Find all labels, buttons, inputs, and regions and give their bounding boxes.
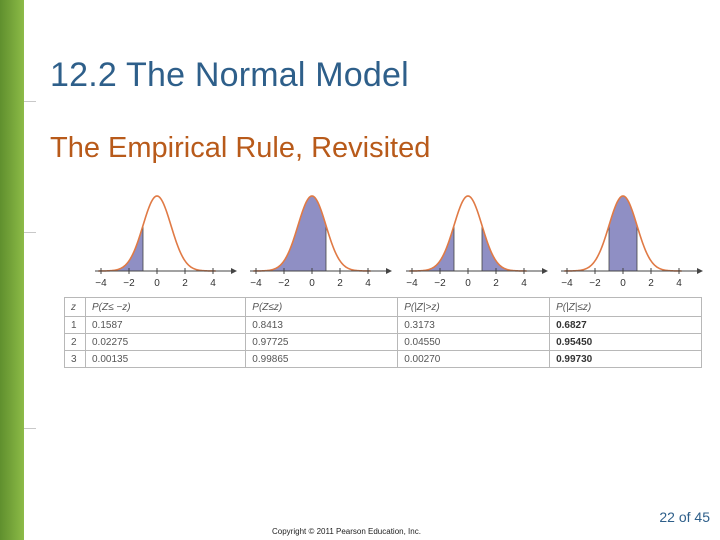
tick-label: 0 — [620, 278, 626, 289]
tick-label: −4 — [406, 278, 418, 289]
normal-curve — [409, 195, 527, 272]
tick-label: 2 — [493, 278, 499, 289]
shaded-area — [481, 225, 528, 272]
table-header-cell: P(|Z|≤z) — [549, 297, 702, 317]
normal-curves-figure: −4 −2 0 2 4 −4 −2 0 2 4 −4 −2 0 2 4 −4 −2 0 2 4 — [95, 195, 703, 289]
tick-label: −4 — [561, 278, 573, 289]
table-cell: 0.8413 — [245, 316, 399, 334]
table-cell: 0.95450 — [549, 333, 702, 351]
shaded-area — [408, 225, 455, 272]
table-cell: 0.00135 — [84, 350, 247, 368]
sidebar-tick — [24, 428, 36, 429]
table-cell: 1 — [64, 316, 86, 334]
tick-label: −4 — [250, 278, 262, 289]
sidebar-tick — [24, 101, 36, 102]
table-row: 3 0.00135 0.99865 0.00270 0.99730 — [64, 350, 702, 368]
normal-curve — [98, 195, 216, 272]
table-cell: 0.1587 — [84, 316, 247, 334]
table-cell: 0.6827 — [549, 316, 702, 334]
table-cell: 0.02275 — [84, 333, 247, 351]
tick-label: −4 — [95, 278, 107, 289]
tick-label: 2 — [337, 278, 343, 289]
table-cell: 0.04550 — [397, 333, 551, 351]
probability-table: z P(Z≤ −z) P(Z≤z) P(|Z|>z) P(|Z|≤z) 1 0.… — [64, 297, 702, 368]
tick-label: −2 — [278, 278, 290, 289]
table-cell: 0.99730 — [549, 350, 702, 368]
table-header-cell: P(|Z|>z) — [397, 297, 551, 317]
page-number: 22 of 45 — [659, 509, 710, 525]
table-row: 1 0.1587 0.8413 0.3173 0.6827 — [64, 316, 702, 334]
copyright-notice: Copyright © 2011 Pearson Education, Inc. — [272, 527, 421, 536]
table-cell: 0.99865 — [245, 350, 399, 368]
slide-title: 12.2 The Normal Model — [50, 56, 409, 94]
tick-label: 2 — [648, 278, 654, 289]
tick-label: 0 — [465, 278, 471, 289]
table-header-cell: P(Z≤ −z) — [84, 297, 247, 317]
slide-sidebar-bar — [0, 0, 24, 540]
tick-label: 4 — [521, 278, 527, 289]
table-header-cell: P(Z≤z) — [245, 297, 399, 317]
tick-label: 4 — [676, 278, 682, 289]
x-axis-arrow — [542, 268, 548, 274]
tick-label: 4 — [210, 278, 216, 289]
table-cell: 0.3173 — [397, 316, 551, 334]
shaded-area — [97, 225, 144, 272]
table-row: 2 0.02275 0.97725 0.04550 0.95450 — [64, 333, 702, 351]
table-header-row: z P(Z≤ −z) P(Z≤z) P(|Z|>z) P(|Z|≤z) — [64, 297, 702, 317]
table-header-cell: z — [64, 297, 86, 317]
normal-curve — [253, 195, 371, 272]
table-cell: 0.00270 — [397, 350, 551, 368]
tick-label: 0 — [309, 278, 315, 289]
slide-subtitle: The Empirical Rule, Revisited — [50, 132, 431, 164]
shaded-area — [608, 195, 638, 272]
tick-label: −2 — [434, 278, 446, 289]
tick-label: 0 — [154, 278, 160, 289]
x-axis-arrow — [231, 268, 237, 274]
tick-label: −2 — [589, 278, 601, 289]
shaded-area — [252, 195, 327, 272]
tick-label: −2 — [123, 278, 135, 289]
table-cell: 0.97725 — [245, 333, 399, 351]
tick-label: 4 — [365, 278, 371, 289]
normal-curve — [564, 195, 682, 272]
table-cell: 3 — [64, 350, 86, 368]
x-axis-arrow — [386, 268, 392, 274]
table-cell: 2 — [64, 333, 86, 351]
sidebar-tick — [24, 232, 36, 233]
x-axis-arrow — [697, 268, 703, 274]
tick-label: 2 — [182, 278, 188, 289]
